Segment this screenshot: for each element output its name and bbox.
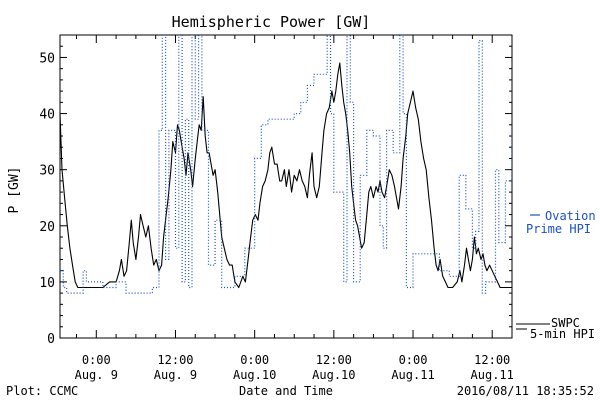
y-tick-label: 10	[39, 276, 55, 291]
footer-timestamp: 2016/08/11 18:35:52	[457, 384, 594, 398]
x-tick-label-date: Aug.10	[233, 368, 276, 382]
swpc-series-line	[60, 62, 512, 289]
x-axis-label: Date and Time	[239, 384, 333, 398]
y-tick-label: 30	[39, 164, 55, 179]
y-tick-label: 0	[47, 332, 55, 347]
footer-plot-credit: Plot: CCMC	[6, 384, 78, 398]
plot-frame	[59, 34, 513, 339]
x-tick-label-date: Aug. 9	[154, 368, 197, 382]
x-tick-label-time: 0:00	[82, 353, 111, 367]
x-tick-label-time: 12:00	[474, 353, 510, 367]
chart-title: Hemispheric Power [GW]	[172, 13, 371, 31]
x-tick-label-time: 0:00	[240, 353, 269, 367]
legend-label-swpc: SWPC	[551, 316, 580, 330]
legend-label-swpc-line2: 5-min HPI	[530, 327, 595, 341]
x-tick-label-date: Aug. 9	[75, 368, 118, 382]
y-tick-label: 20	[39, 220, 55, 235]
y-tick-label: 50	[39, 51, 55, 66]
legend-label-ovation: Ovation	[545, 209, 596, 223]
x-tick-label-time: 12:00	[316, 353, 352, 367]
x-tick-label-time: 0:00	[399, 353, 428, 367]
x-tick-label-time: 12:00	[157, 353, 193, 367]
x-tick-label-date: Aug.11	[471, 368, 514, 382]
y-axis-label: P [GW]	[7, 167, 22, 214]
legend-label-ovation-line2: Prime HPI	[526, 222, 591, 236]
ovation-prime-series-line	[60, 35, 512, 294]
x-tick-label-date: Aug.10	[312, 368, 355, 382]
y-tick-label: 40	[39, 108, 55, 123]
x-tick-label-date: Aug.11	[391, 368, 434, 382]
series-group	[60, 35, 512, 294]
